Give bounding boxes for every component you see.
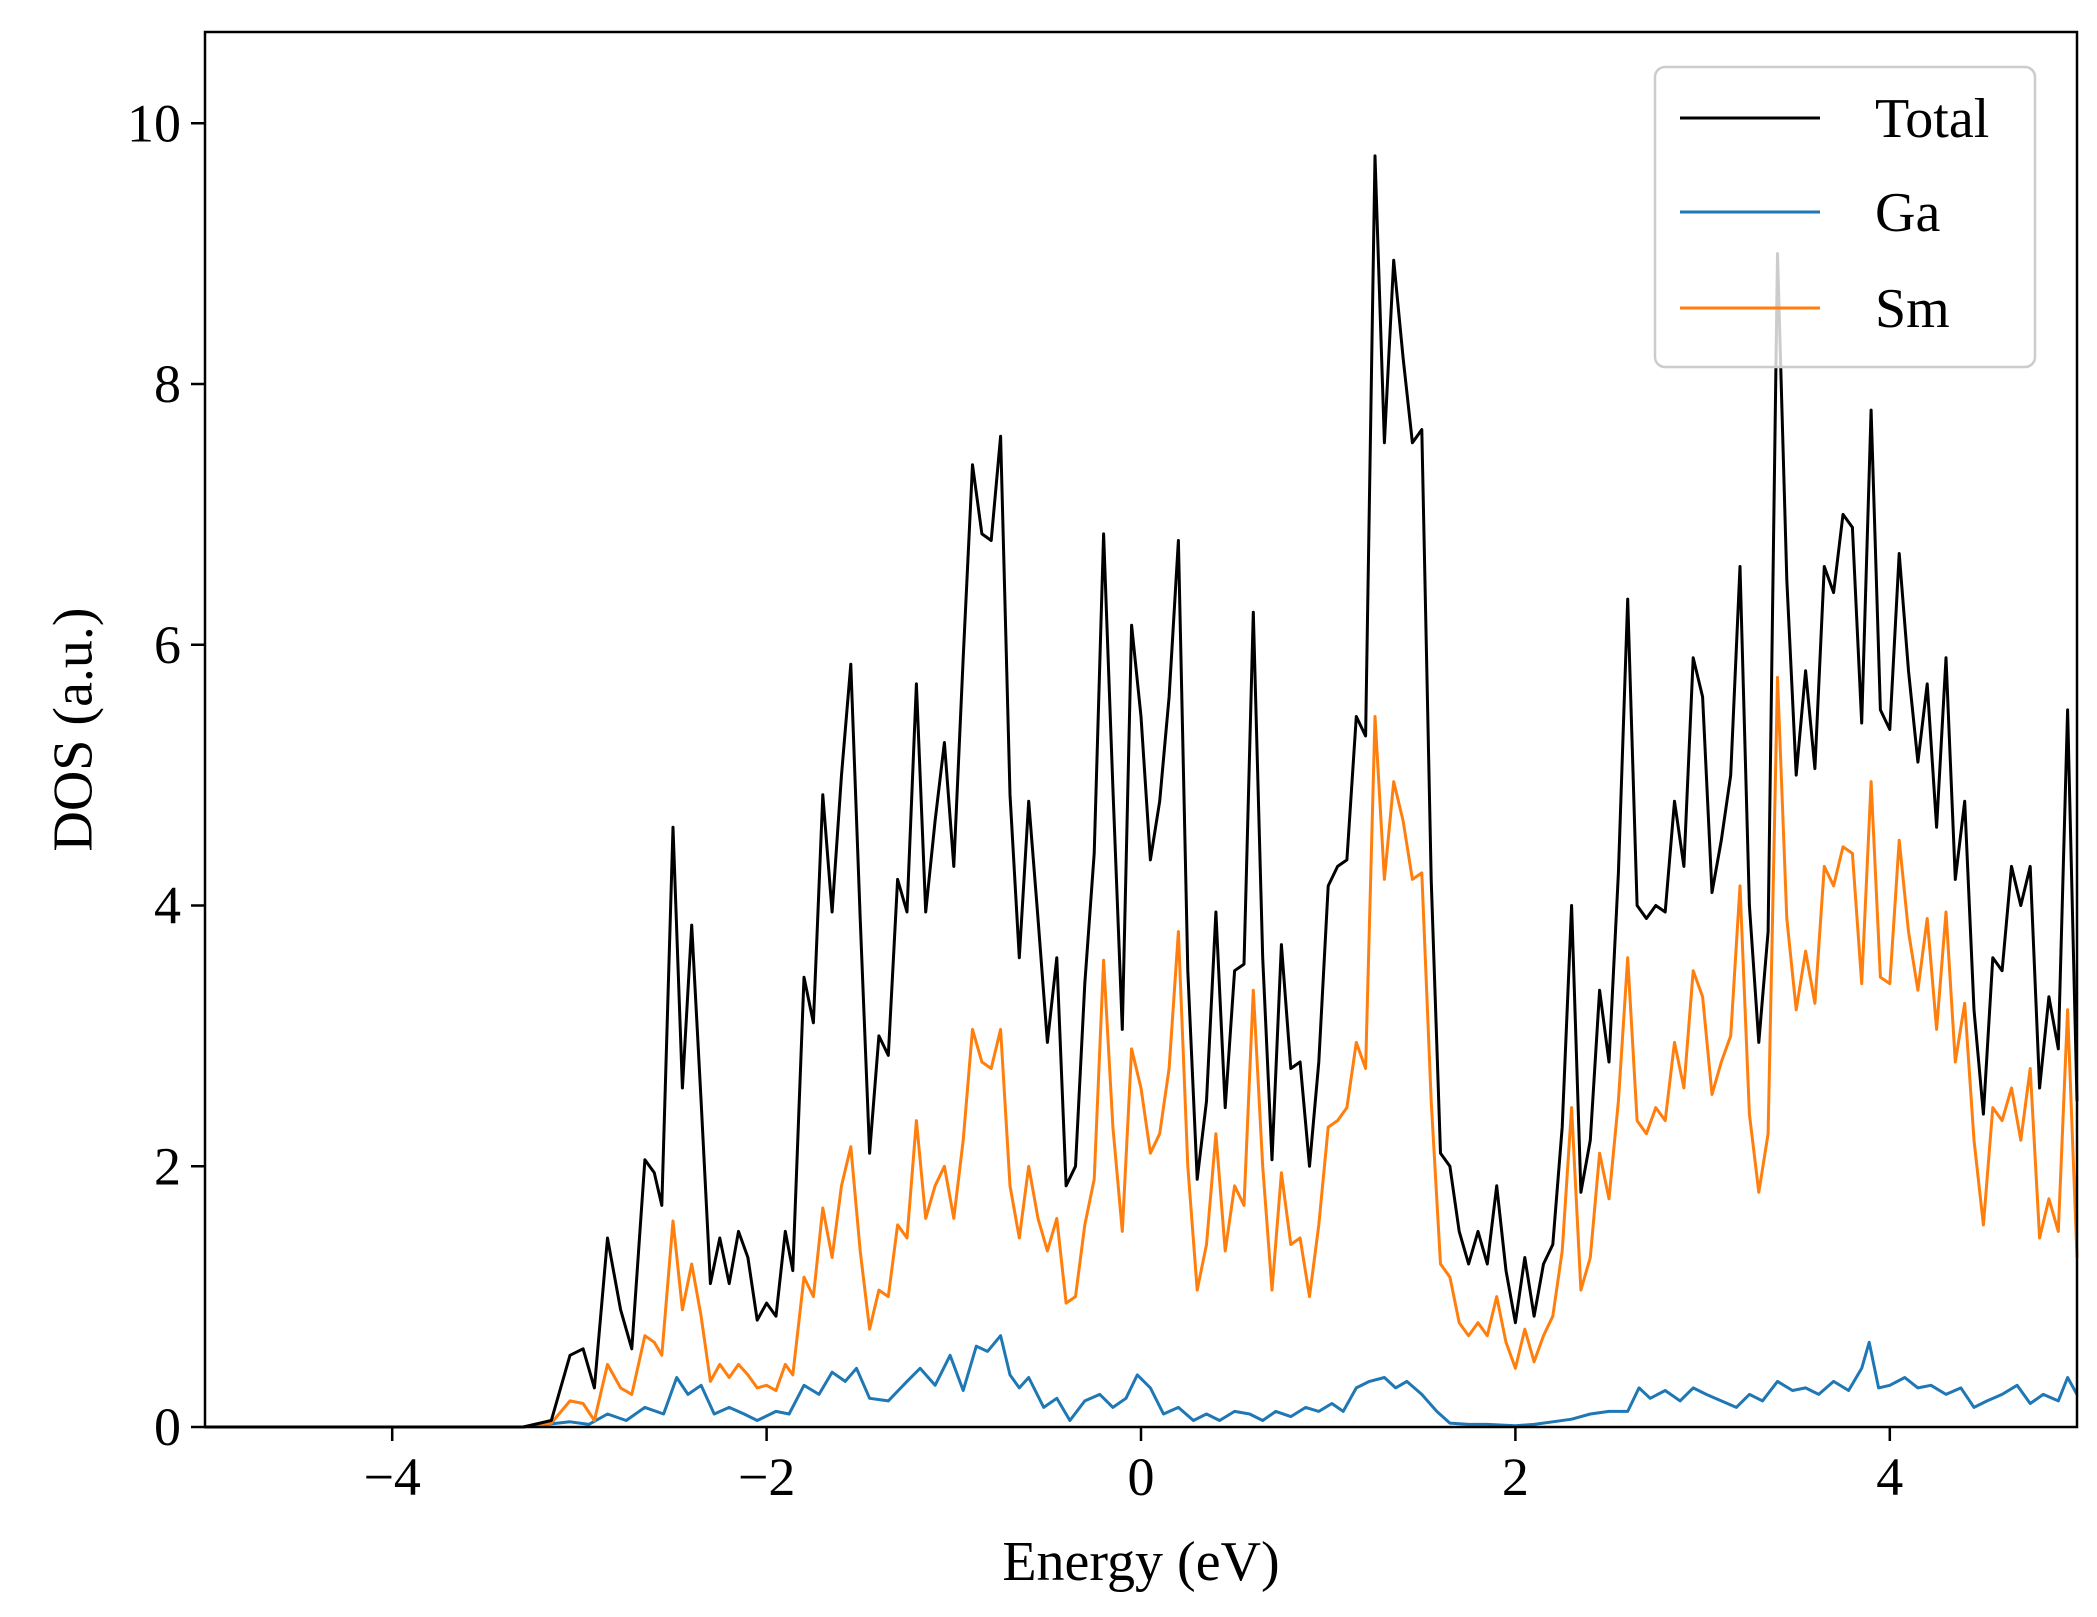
legend-box xyxy=(1653,65,2037,369)
series-line-sm xyxy=(205,675,2079,1429)
legend-label-total: Total xyxy=(1875,88,1989,150)
y-axis-title: DOS (a.u.) xyxy=(43,607,105,851)
ticks-layer: −4 −2 0 2 4 0 2 4 6 8 10 xyxy=(127,93,1903,1507)
x-tick-label: 4 xyxy=(1876,1447,1903,1507)
y-tick-label: 0 xyxy=(154,1397,181,1457)
x-tick-label: −2 xyxy=(738,1447,795,1507)
y-tick-label: 6 xyxy=(154,615,181,675)
y-tick-label: 4 xyxy=(154,876,181,936)
y-tick-label: 8 xyxy=(154,354,181,414)
plot-frame xyxy=(203,30,2079,1429)
legend: Total Ga Sm xyxy=(1653,65,2037,369)
x-tick-label: 0 xyxy=(1128,1447,1155,1507)
y-tick-label: 10 xyxy=(127,93,181,153)
x-tick-label: −4 xyxy=(363,1447,420,1507)
series-line-total xyxy=(205,154,2079,1429)
series-layer xyxy=(205,154,2079,1429)
x-axis-title: Energy (eV) xyxy=(1002,1531,1279,1593)
x-tick-label: 2 xyxy=(1502,1447,1529,1507)
y-tick-label: 2 xyxy=(154,1136,181,1196)
series-line-ga xyxy=(205,1334,2079,1429)
legend-label-sm: Sm xyxy=(1875,278,1950,340)
legend-label-ga: Ga xyxy=(1875,182,1940,244)
